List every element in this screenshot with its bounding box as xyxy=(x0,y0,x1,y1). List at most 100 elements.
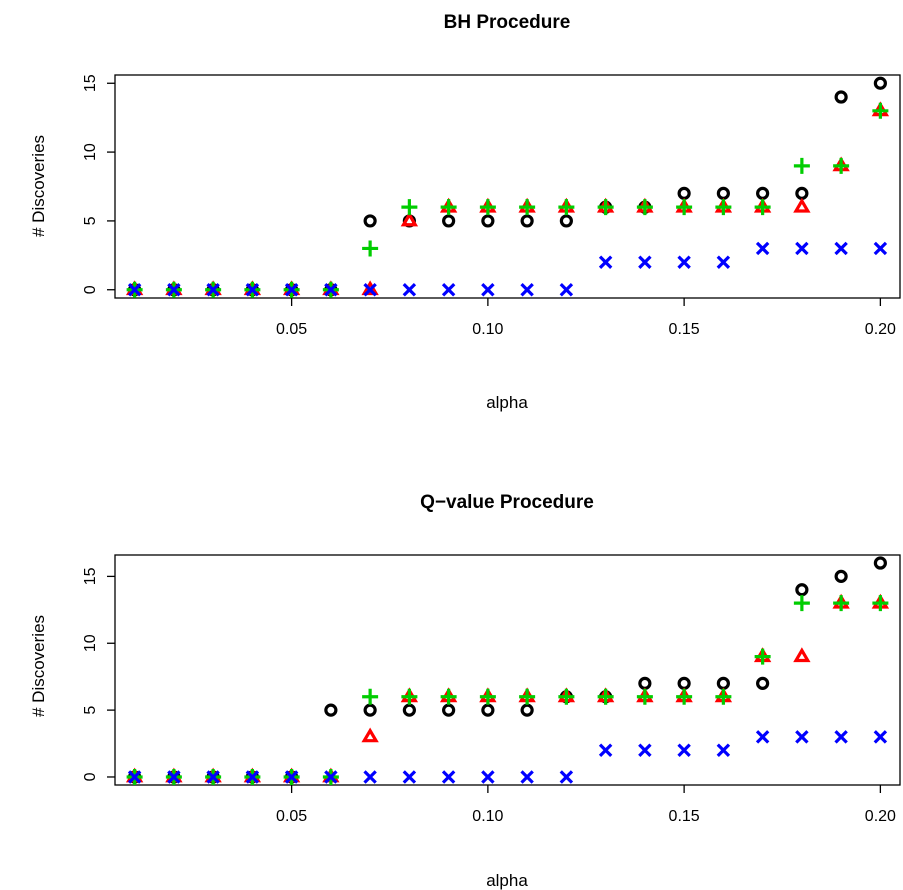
data-point-plus xyxy=(519,688,536,705)
data-point-circle xyxy=(363,214,377,228)
data-point-circle xyxy=(442,703,456,717)
data-point-circle xyxy=(481,703,495,717)
data-point-circle xyxy=(795,186,809,200)
data-point-plus xyxy=(833,595,850,612)
data-point-circle xyxy=(716,186,730,200)
y-axis-label: # Discoveries xyxy=(29,615,48,717)
data-point-x xyxy=(520,770,534,784)
data-point-plus xyxy=(793,595,810,612)
data-point-circle xyxy=(795,583,809,597)
data-point-x xyxy=(127,283,142,297)
data-point-circle xyxy=(402,703,416,717)
data-point-circle xyxy=(481,214,495,228)
data-point-plus xyxy=(676,688,693,705)
data-point-x xyxy=(167,283,181,297)
x-tick-label: 0.10 xyxy=(472,321,503,338)
data-point-x xyxy=(834,241,848,256)
data-point-plus xyxy=(754,199,771,216)
data-point-plus xyxy=(362,688,379,705)
data-point-x xyxy=(755,730,770,744)
data-points xyxy=(125,76,890,298)
data-point-x xyxy=(677,743,691,757)
data-point-circle xyxy=(324,703,338,717)
data-point-plus xyxy=(793,157,810,174)
data-point-plus xyxy=(401,199,418,216)
data-point-x xyxy=(481,283,495,297)
x-axis: 0.05 0.10 0.15 0.20 xyxy=(276,785,896,825)
data-point-triangle xyxy=(793,647,811,663)
y-tick-label: 15 xyxy=(82,74,99,92)
data-point-plus xyxy=(362,240,379,257)
data-point-plus xyxy=(636,688,653,705)
data-point-circle xyxy=(756,186,770,200)
data-point-x xyxy=(873,241,888,256)
data-point-x xyxy=(206,283,220,297)
data-point-circle xyxy=(520,703,534,717)
x-axis: 0.05 0.10 0.15 0.20 xyxy=(276,298,896,338)
data-point-x xyxy=(167,770,181,784)
data-point-x xyxy=(834,730,848,744)
series-plus xyxy=(126,595,889,785)
data-point-triangle xyxy=(400,211,419,227)
data-point-plus xyxy=(558,688,575,705)
data-point-x xyxy=(206,770,220,784)
data-point-x xyxy=(363,283,377,297)
data-point-x xyxy=(795,241,809,256)
data-point-circle xyxy=(442,214,456,228)
data-point-x xyxy=(402,283,417,297)
data-point-plus xyxy=(872,102,889,119)
data-point-plus xyxy=(558,199,575,216)
data-point-plus xyxy=(519,199,536,216)
bh-procedure-panel: BH Procedure 0.05 0.10 0.15 0.20 0 5 10 15 alp… xyxy=(29,12,901,412)
data-point-plus xyxy=(715,199,732,216)
data-point-x xyxy=(284,283,299,297)
data-point-plus xyxy=(597,199,614,216)
y-tick-label: 0 xyxy=(82,772,99,781)
data-point-x xyxy=(441,283,456,297)
data-point-x xyxy=(127,770,142,784)
data-point-x xyxy=(245,283,260,297)
data-point-circle xyxy=(520,214,534,228)
data-point-x xyxy=(520,283,534,297)
data-point-plus xyxy=(440,199,457,216)
data-point-x xyxy=(559,770,574,784)
y-tick-label: 5 xyxy=(82,706,99,715)
series-x xyxy=(127,241,888,297)
x-tick-label: 0.05 xyxy=(276,321,307,338)
x-tick-label: 0.20 xyxy=(865,808,896,825)
data-point-plus xyxy=(479,688,496,705)
data-point-x xyxy=(481,770,495,784)
y-tick-label: 10 xyxy=(82,634,99,652)
chart-title: BH Procedure xyxy=(444,12,571,33)
data-point-x xyxy=(755,241,770,256)
data-point-x xyxy=(795,730,809,744)
data-point-x xyxy=(284,770,299,784)
data-point-x xyxy=(638,255,652,269)
data-point-plus xyxy=(597,688,614,705)
series-plus xyxy=(126,102,889,298)
data-point-circle xyxy=(756,676,770,690)
plot-frame xyxy=(114,554,901,786)
data-point-x xyxy=(324,283,338,297)
data-point-plus xyxy=(872,595,889,612)
plot-frame xyxy=(114,74,901,299)
data-point-x xyxy=(559,283,574,297)
y-tick-label: 0 xyxy=(82,285,99,294)
data-points xyxy=(125,556,890,785)
data-point-plus xyxy=(479,199,496,216)
data-point-x xyxy=(441,770,456,784)
data-point-circle xyxy=(638,676,652,690)
x-axis-label: alpha xyxy=(486,871,528,890)
data-point-circle xyxy=(716,676,730,690)
data-point-plus xyxy=(833,157,850,174)
q-value-procedure-panel: Q−value Procedure 0.05 0.10 0.15 0.20 0 5 10 1… xyxy=(29,492,901,890)
data-point-plus xyxy=(401,688,418,705)
data-point-x xyxy=(598,255,613,269)
data-point-triangle xyxy=(361,727,379,743)
data-point-x xyxy=(324,770,338,784)
x-tick-label: 0.10 xyxy=(472,808,503,825)
x-tick-label: 0.05 xyxy=(276,808,307,825)
data-point-circle xyxy=(363,703,377,717)
data-point-circle xyxy=(677,676,691,690)
